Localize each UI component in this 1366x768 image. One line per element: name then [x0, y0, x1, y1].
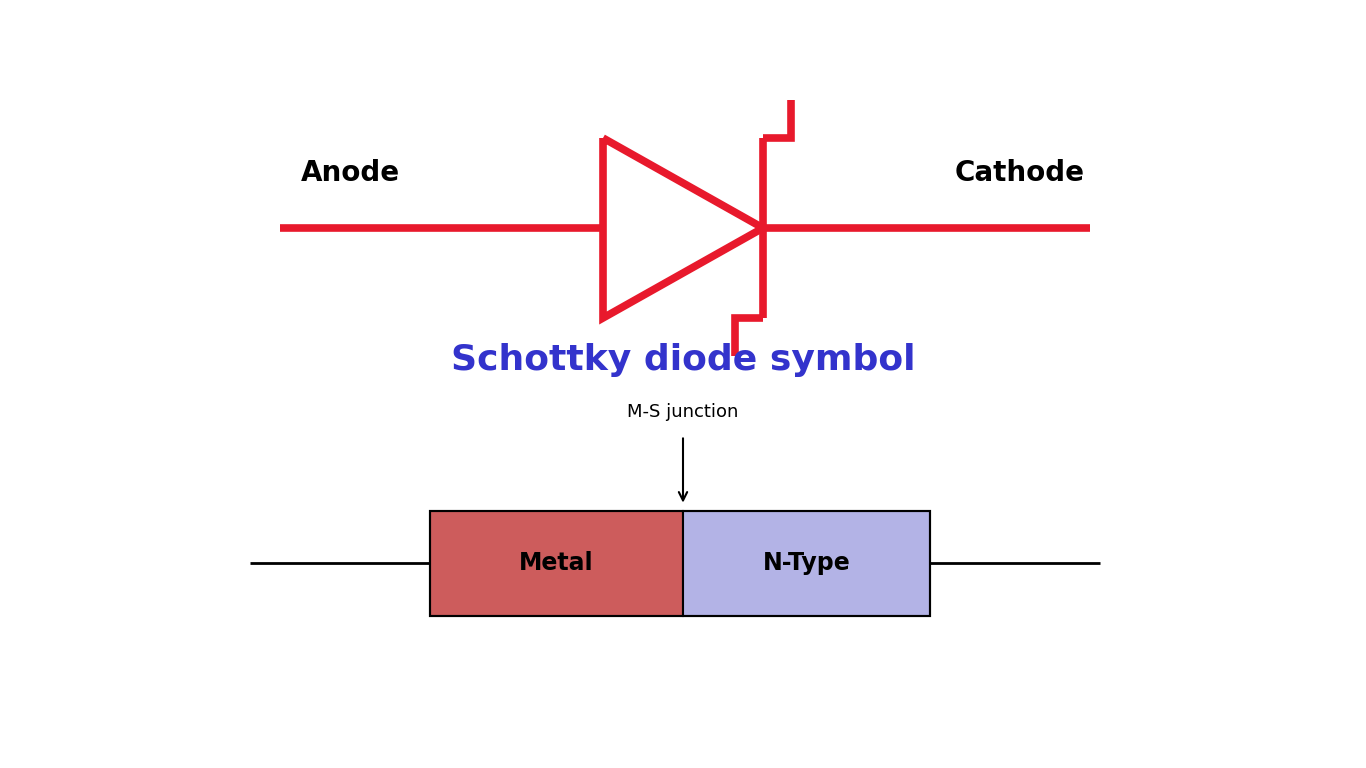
Bar	[430, 511, 683, 615]
Text: Cathode: Cathode	[955, 159, 1085, 187]
Bar	[683, 511, 930, 615]
Text: Schottky diode symbol: Schottky diode symbol	[451, 343, 915, 377]
Text: M-S junction: M-S junction	[627, 402, 739, 421]
Text: Metal: Metal	[519, 551, 594, 575]
Bar	[430, 511, 930, 615]
Text: N-Type: N-Type	[762, 551, 851, 575]
Text: Anode: Anode	[301, 159, 400, 187]
